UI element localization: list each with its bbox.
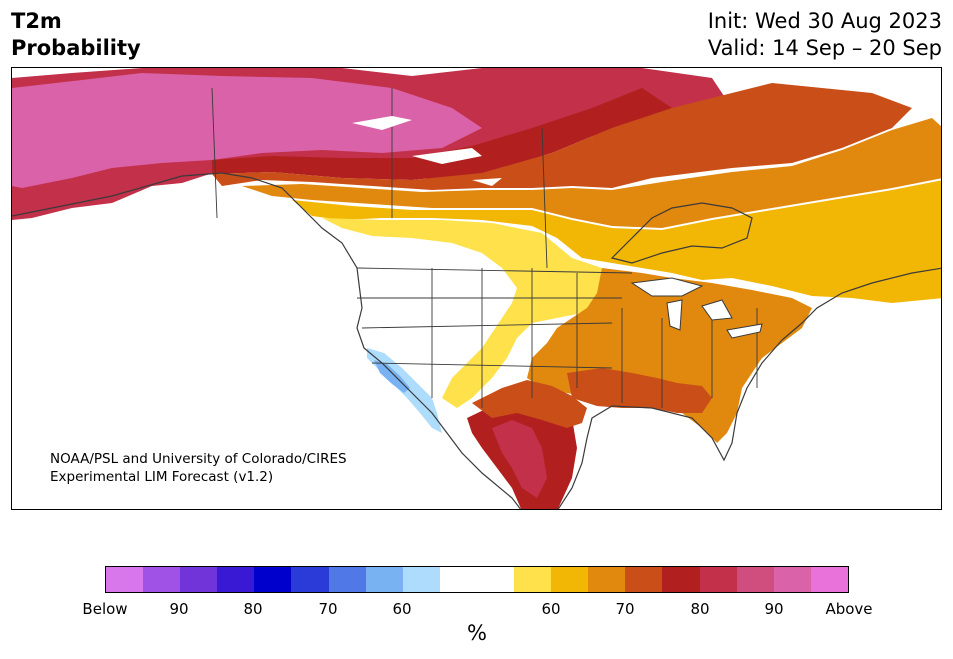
- region-texas-above60: [472, 380, 587, 428]
- colorbar-tick-below-80: 80: [243, 600, 263, 618]
- colorbar-segment: [106, 567, 144, 592]
- credit-line-1: NOAA/PSL and University of Colorado/CIRE…: [50, 451, 347, 467]
- colorbar-tick-above-80: 80: [690, 600, 710, 618]
- map-title: T2m Probability: [11, 8, 141, 62]
- region-southeast-above60-70: [567, 368, 712, 413]
- colorbar-tick-above: Above: [825, 600, 873, 618]
- colorbar-segment: [254, 567, 292, 592]
- forecast-dates: Init: Wed 30 Aug 2023 Valid: 14 Sep – 20…: [708, 8, 942, 62]
- colorbar-segment: [810, 567, 848, 592]
- colorbar-segment: [439, 567, 477, 592]
- region-canada-above60: [242, 118, 941, 228]
- colorbar-segment: [476, 567, 515, 592]
- variable-label: T2m: [11, 9, 62, 33]
- colorbar-segment: [143, 567, 181, 592]
- coastlines: [12, 172, 941, 509]
- map-canvas: [12, 68, 941, 509]
- valid-date: Valid: 14 Sep – 20 Sep: [707, 36, 942, 60]
- colorbar-segment: [365, 567, 403, 592]
- quantity-label: Probability: [11, 36, 141, 60]
- colorbar-segment: [625, 567, 663, 592]
- arctic-lakes: [352, 116, 502, 186]
- colorbar-tick-above-60: 60: [541, 600, 561, 618]
- colorbar-tick-above-90: 90: [764, 600, 784, 618]
- colorbar-segment: [736, 567, 774, 592]
- colorbar-segment: [551, 567, 589, 592]
- colorbar-segment: [699, 567, 737, 592]
- colorbar-tick-below-70: 70: [318, 600, 338, 618]
- colorbar-unit: %: [467, 621, 487, 645]
- colorbar-segment: [588, 567, 626, 592]
- credit-line-2: Experimental LIM Forecast (v1.2): [50, 469, 274, 485]
- colorbar-segment: [662, 567, 700, 592]
- colorbar-tick-below-60: 60: [392, 600, 412, 618]
- region-canada-above60-70: [212, 83, 912, 190]
- colorbar-segment: [328, 567, 366, 592]
- colorbar-tick-below-90: 90: [169, 600, 189, 618]
- colorbar-segment: [402, 567, 440, 592]
- colorbar-segment: [180, 567, 218, 592]
- colorbar-segment: [514, 567, 552, 592]
- great-lakes: [630, 277, 763, 339]
- state-borders: [211, 87, 758, 408]
- forecast-map: NOAA/PSL and University of Colorado/CIRE…: [11, 67, 942, 510]
- region-mexico-above80: [492, 420, 547, 498]
- colorbar-segment: [217, 567, 255, 592]
- region-alaska-above90: [12, 73, 482, 188]
- region-plains-above-low: [322, 218, 602, 408]
- colorbar-segment: [773, 567, 811, 592]
- init-date: Init: Wed 30 Aug 2023: [707, 9, 942, 33]
- region-east-us-above60: [527, 268, 812, 443]
- probability-colorbar: [105, 566, 849, 593]
- region-southwest-below60: [374, 360, 410, 393]
- colorbar-tick-above-70: 70: [615, 600, 635, 618]
- region-east-canada-above50: [292, 180, 941, 303]
- map-credit: NOAA/PSL and University of Colorado/CIRE…: [50, 450, 347, 486]
- colorbar-tick-below: Below: [82, 600, 128, 618]
- colorbar-segment: [291, 567, 329, 592]
